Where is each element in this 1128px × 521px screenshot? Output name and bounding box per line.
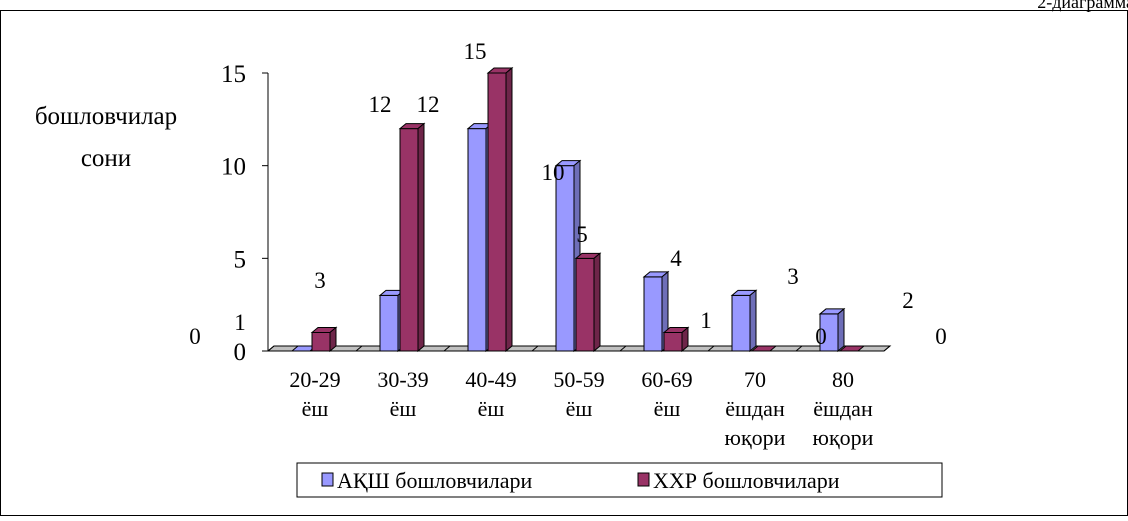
data-label-usa: 2 xyxy=(902,288,914,313)
bar-front xyxy=(467,128,487,352)
legend-box xyxy=(296,462,943,498)
x-tick-label-line: юқори xyxy=(725,425,786,450)
x-tick-label: 60-69 ёш xyxy=(641,367,692,421)
bar-side xyxy=(681,326,689,353)
legend-swatch xyxy=(321,472,334,487)
x-tick-label-line: ёш xyxy=(654,396,681,421)
data-label-china: 0 xyxy=(935,324,947,349)
x-tick-label: 70 ёшдан юқори xyxy=(725,367,786,450)
data-label-usa: 12 xyxy=(417,92,440,117)
x-tick-label-line: 60-69 xyxy=(641,367,692,392)
x-tick-label-line: ёш xyxy=(478,396,505,421)
x-tick-label-line: 40-49 xyxy=(465,367,516,392)
x-tick-label-line: ёш xyxy=(566,396,593,421)
x-tick-label-line: ёш xyxy=(390,396,417,421)
bar-front xyxy=(311,331,331,352)
floor-divider xyxy=(707,345,715,352)
legend-swatch xyxy=(637,472,650,487)
bar-side xyxy=(749,289,757,353)
bar-china xyxy=(398,122,426,353)
floor-divider xyxy=(883,345,891,352)
bar-side xyxy=(837,307,845,353)
data-label-usa: 3 xyxy=(787,264,799,289)
x-tick-label: 20-29 ёш xyxy=(289,367,340,421)
data-label-china: 1 xyxy=(700,308,712,333)
bar-front xyxy=(555,165,575,352)
floor-divider xyxy=(531,345,539,352)
data-label-usa: 4 xyxy=(670,246,682,271)
floor-divider xyxy=(619,345,627,352)
x-tick-label-line: 30-39 xyxy=(377,367,428,392)
bars xyxy=(290,66,866,353)
data-label-china: 0 xyxy=(815,324,827,349)
bar-china xyxy=(662,326,690,353)
x-tick-label-line: юқори xyxy=(813,425,874,450)
y-axis-label-line2: сони xyxy=(81,145,131,172)
data-label-china: 1 xyxy=(234,310,246,335)
legend-label: АҚШ бошловчилари xyxy=(337,468,532,493)
bar-usa xyxy=(730,289,758,353)
legend-label: ХХР бошловчилари xyxy=(653,468,840,493)
x-tick-label: 80 ёшдан юқори xyxy=(813,367,874,450)
data-label-china: 15 xyxy=(464,39,487,64)
x-tick-label-line: 50-59 xyxy=(553,367,604,392)
bar-side xyxy=(417,122,425,353)
x-tick-label-line: ёшдан xyxy=(725,396,785,421)
bar-front xyxy=(731,294,751,352)
data-label-china: 5 xyxy=(576,222,588,247)
x-tick-label: 50-59 ёш xyxy=(553,367,604,421)
bar-front xyxy=(379,294,399,352)
data-label-usa: 0 xyxy=(189,324,201,349)
bar-front xyxy=(663,331,683,352)
x-tick-label-line: 80 xyxy=(832,367,854,392)
x-tick-label-line: 20-29 xyxy=(289,367,340,392)
legend-item-usa: АҚШ бошловчилари xyxy=(321,468,532,493)
bar-china xyxy=(838,345,866,352)
data-label-usa: 3 xyxy=(314,268,326,293)
x-tick-label-line: ёшдан xyxy=(813,396,873,421)
bar-side xyxy=(329,326,337,353)
y-axis-label-line1: бошловчилар xyxy=(35,103,177,130)
x-tick-label: 40-49 ёш xyxy=(465,367,516,421)
x-axis-labels: 20-29 ёш 30-39 ёш 40-49 ёш 50-59 ёш 60-69 ёш 70 ёшд… xyxy=(289,367,873,450)
floor-divider xyxy=(267,345,275,352)
y-tick-label: 10 xyxy=(221,154,246,181)
bar-flat xyxy=(838,345,866,352)
bar-side xyxy=(505,66,513,353)
floor-divider xyxy=(355,345,363,352)
bar-china xyxy=(750,345,778,352)
bar-front xyxy=(399,128,419,352)
data-label-usa: 10 xyxy=(542,160,565,185)
x-tick-label-line: ёш xyxy=(302,396,329,421)
bar-front xyxy=(643,276,663,352)
y-tick-label: 0 xyxy=(234,339,247,366)
y-tick-label: 15 xyxy=(221,61,246,88)
floor-divider xyxy=(443,345,451,352)
bar-front xyxy=(487,72,507,352)
bar-side xyxy=(593,252,601,353)
data-label-china: 12 xyxy=(369,92,392,117)
floor-divider xyxy=(795,345,803,352)
bar-china xyxy=(310,326,338,353)
y-axis: 0 5 10 15 xyxy=(221,61,269,366)
legend: АҚШ бошловчилари ХХР бошловчилари xyxy=(296,462,943,498)
bar-china xyxy=(486,66,514,353)
bar-front xyxy=(575,257,595,352)
diagram-number: 2-диаграмма xyxy=(1037,0,1128,12)
x-tick-label: 30-39 ёш xyxy=(377,367,428,421)
bar-china xyxy=(574,252,602,353)
bar-flat xyxy=(750,345,778,352)
bar-usa xyxy=(818,307,846,353)
x-tick-label-line: 70 xyxy=(744,367,766,392)
legend-item-china: ХХР бошловчилари xyxy=(637,468,840,493)
y-tick-label: 5 xyxy=(234,246,247,273)
